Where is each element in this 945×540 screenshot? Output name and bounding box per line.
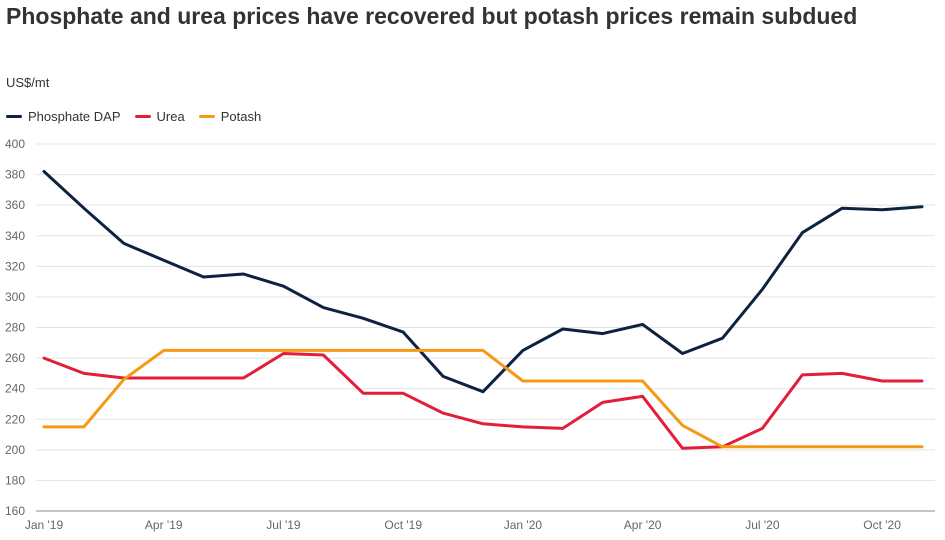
x-tick-label: Apr '19 [145,518,183,532]
legend-item-potash[interactable]: Potash [198,109,262,124]
chart-title: Phosphate and urea prices have recovered… [6,3,858,29]
series-line-phosphate [42,170,924,394]
y-tick-label: 220 [5,412,25,426]
x-tick-label: Jul '20 [745,518,780,532]
chart-legend: Phosphate DAP Urea Potash [6,109,275,124]
y-tick-label: 200 [5,443,25,457]
y-tick-label: 340 [5,229,25,243]
y-tick-label: 300 [5,290,25,304]
legend-swatch-phosphate [6,115,22,118]
series-line-urea [42,352,924,450]
y-tick-label: 280 [5,321,25,335]
x-tick-label: Oct '19 [384,518,422,532]
y-tick-label: 240 [5,382,25,396]
y-axis-unit-label: US$/mt [6,75,50,90]
legend-label-urea: Urea [156,109,185,124]
y-tick-label: 360 [5,198,25,212]
legend-label-potash: Potash [220,109,262,124]
series-line-potash [42,348,924,449]
legend-item-urea[interactable]: Urea [134,109,185,124]
y-tick-label: 260 [5,351,25,365]
legend-item-phosphate[interactable]: Phosphate DAP [6,109,121,124]
y-tick-label: 180 [5,473,25,487]
y-tick-label: 400 [5,137,25,151]
legend-swatch-urea [134,115,151,118]
y-tick-label: 320 [5,259,25,273]
legend-swatch-potash [198,115,215,118]
x-tick-label: Apr '20 [624,518,662,532]
x-tick-label: Oct '20 [863,518,901,532]
x-tick-label: Jan '20 [504,518,543,532]
y-tick-label: 160 [5,504,25,518]
legend-label-phosphate: Phosphate DAP [28,109,121,124]
x-tick-label: Jul '19 [266,518,301,532]
x-tick-label: Jan '19 [25,518,64,532]
y-tick-label: 380 [5,168,25,182]
